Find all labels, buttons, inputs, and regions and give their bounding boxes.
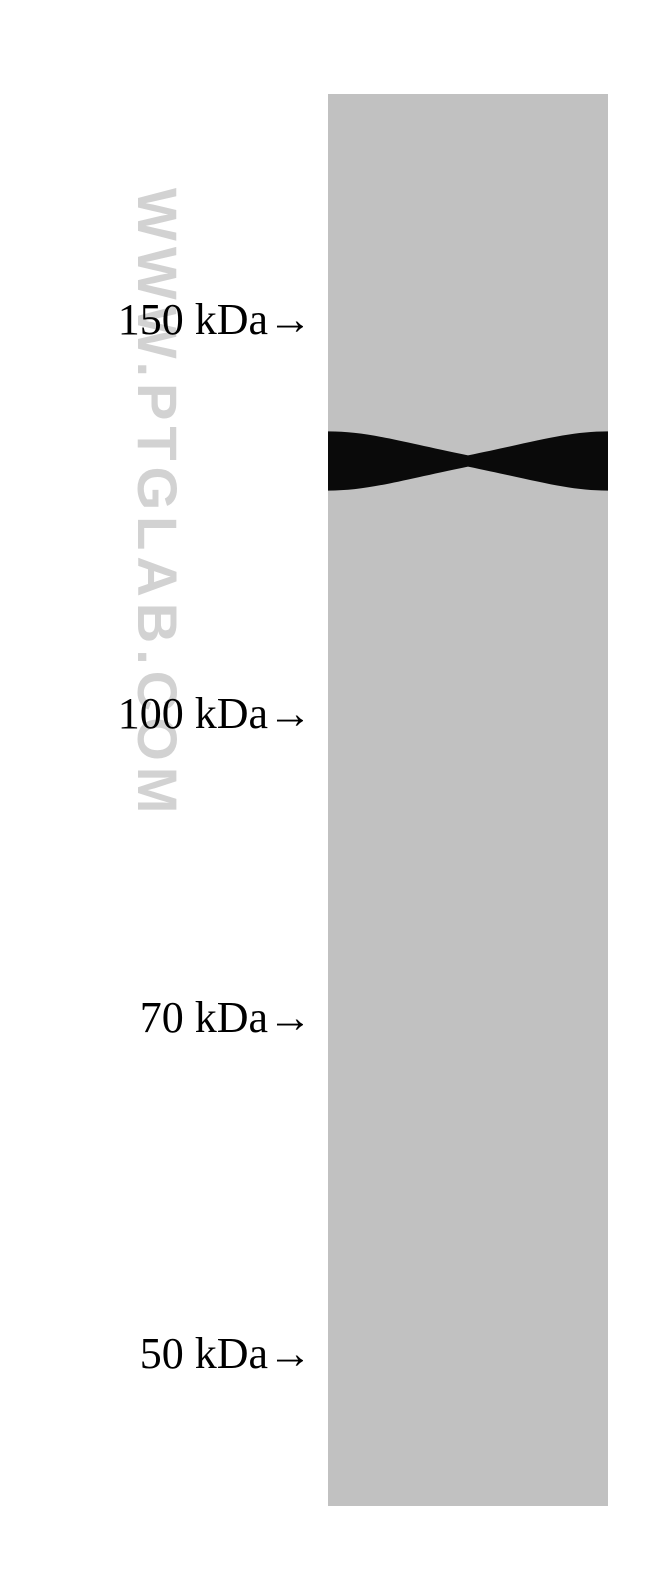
- western-blot-figure: WWW.PTGLAB.COM 150 kDa→ 100 kDa→ 70 kDa→…: [0, 0, 650, 1574]
- marker-100kda: 100 kDa→: [118, 688, 312, 739]
- marker-50kda: 50 kDa→: [140, 1328, 312, 1379]
- marker-150kda: 150 kDa→: [118, 294, 312, 345]
- protein-band: [328, 425, 608, 497]
- blot-lane: [328, 94, 608, 1506]
- marker-70kda: 70 kDa→: [140, 992, 312, 1043]
